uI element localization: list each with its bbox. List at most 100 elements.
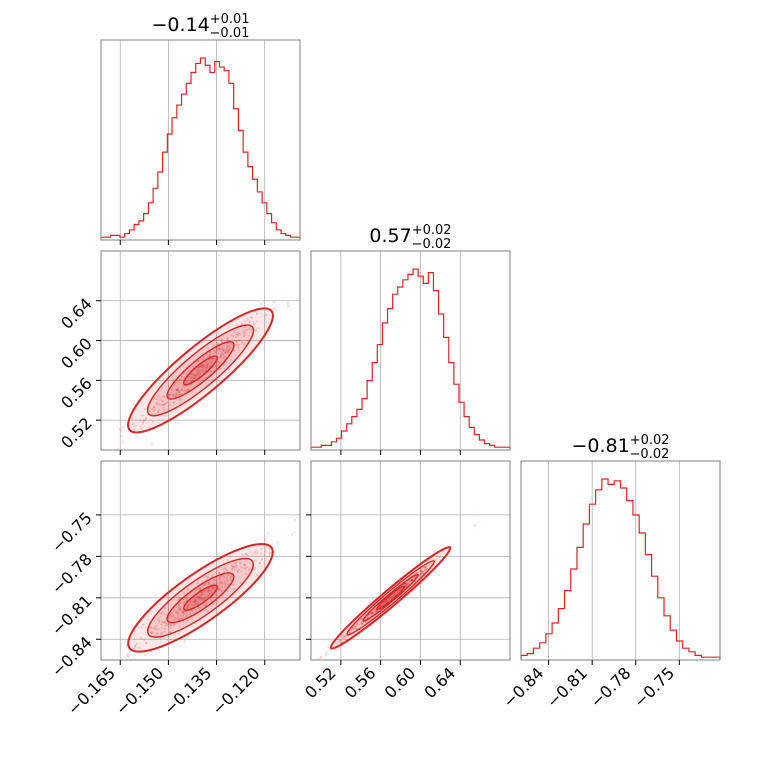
- sample-point: [207, 589, 210, 592]
- sample-point: [193, 599, 196, 602]
- sample-point: [218, 346, 221, 350]
- sample-point: [138, 646, 141, 650]
- sample-point: [168, 394, 171, 397]
- sample-point: [225, 350, 228, 353]
- hist-panel-1: 0.57+0.02 −0.02: [310, 223, 511, 451]
- sample-point: [185, 596, 189, 600]
- sample-point: [219, 576, 222, 579]
- sample-point: [134, 424, 137, 427]
- sample-point: [199, 597, 202, 600]
- sample-point: [141, 422, 144, 425]
- sample-point: [233, 565, 236, 568]
- sample-point: [343, 635, 346, 638]
- sample-point: [228, 368, 231, 371]
- sample-point: [360, 617, 363, 621]
- sample-point: [358, 623, 361, 627]
- sample-point: [226, 350, 229, 353]
- sample-point: [150, 626, 153, 629]
- panel-frame: [100, 250, 301, 451]
- sample-point: [415, 571, 418, 574]
- sample-point: [193, 599, 196, 602]
- sample-point: [199, 619, 202, 622]
- sample-point: [206, 594, 209, 598]
- sample-point: [341, 639, 344, 642]
- sample-point: [228, 348, 231, 351]
- sample-point: [209, 351, 212, 354]
- sample-point: [189, 375, 192, 378]
- sample-point: [151, 632, 154, 635]
- sample-point: [441, 550, 444, 553]
- sample-point: [126, 652, 129, 655]
- sample-point: [198, 597, 201, 600]
- sample-point: [389, 596, 392, 599]
- sample-point: [225, 579, 229, 583]
- sample-point: [244, 320, 247, 323]
- sample-point: [354, 627, 357, 630]
- x-tick-label: −0.75: [630, 663, 678, 711]
- sample-point: [142, 419, 145, 422]
- sample-point: [178, 390, 181, 393]
- x-tick-label: 0.64: [420, 663, 459, 702]
- sample-point: [423, 566, 426, 569]
- sample-point: [213, 582, 216, 585]
- sample-point: [232, 566, 236, 569]
- sample-point: [211, 357, 214, 360]
- sample-point: [227, 574, 230, 577]
- sample-point: [160, 404, 163, 407]
- sample-point: [218, 361, 222, 364]
- sample-point: [181, 611, 184, 614]
- sample-point: [196, 371, 199, 374]
- sample-point: [383, 601, 386, 604]
- sample-point: [355, 624, 358, 627]
- sample-point: [198, 369, 201, 372]
- contour-level: [183, 355, 218, 386]
- y-tick-label: −0.81: [48, 591, 96, 639]
- sample-point: [199, 594, 202, 598]
- sample-point: [248, 320, 251, 323]
- sample-point: [175, 388, 178, 392]
- sample-point: [163, 630, 166, 634]
- sample-point: [241, 340, 244, 343]
- sample-point: [164, 402, 167, 405]
- sample-point: [325, 651, 328, 654]
- sample-point: [134, 644, 137, 647]
- sample-point: [382, 602, 385, 605]
- sample-point: [131, 417, 134, 420]
- sample-point: [219, 354, 222, 358]
- sample-point: [229, 342, 232, 346]
- sample-point: [194, 601, 197, 604]
- sample-point: [153, 408, 157, 411]
- sample-point: [192, 600, 195, 603]
- sample-point: [174, 394, 177, 397]
- sample-point: [250, 316, 253, 319]
- sample-point: [176, 388, 179, 391]
- sample-point: [206, 363, 209, 366]
- sample-point: [172, 393, 175, 397]
- sample-point: [352, 628, 355, 631]
- sample-point: [243, 329, 246, 332]
- sample-point: [197, 366, 200, 369]
- sample-point: [212, 343, 215, 346]
- sample-point: [156, 410, 159, 414]
- sample-point: [421, 572, 424, 575]
- sample-point: [409, 579, 413, 582]
- sample-point: [194, 374, 197, 377]
- sample-point: [176, 389, 179, 392]
- sample-point: [234, 332, 237, 335]
- sample-point: [201, 366, 204, 369]
- sample-point: [232, 330, 235, 333]
- sample-point: [200, 593, 203, 596]
- sample-point: [182, 611, 185, 615]
- sample-point: [144, 653, 147, 656]
- scatter-panel-0-1: [100, 250, 301, 451]
- sample-point: [405, 583, 408, 586]
- sample-point: [220, 338, 223, 341]
- sample-point: [183, 601, 186, 604]
- sample-point: [261, 558, 264, 561]
- sample-point: [260, 302, 263, 306]
- sample-point: [178, 602, 181, 605]
- sample-point: [319, 656, 322, 659]
- sample-point: [122, 426, 125, 429]
- sample-point: [243, 331, 246, 334]
